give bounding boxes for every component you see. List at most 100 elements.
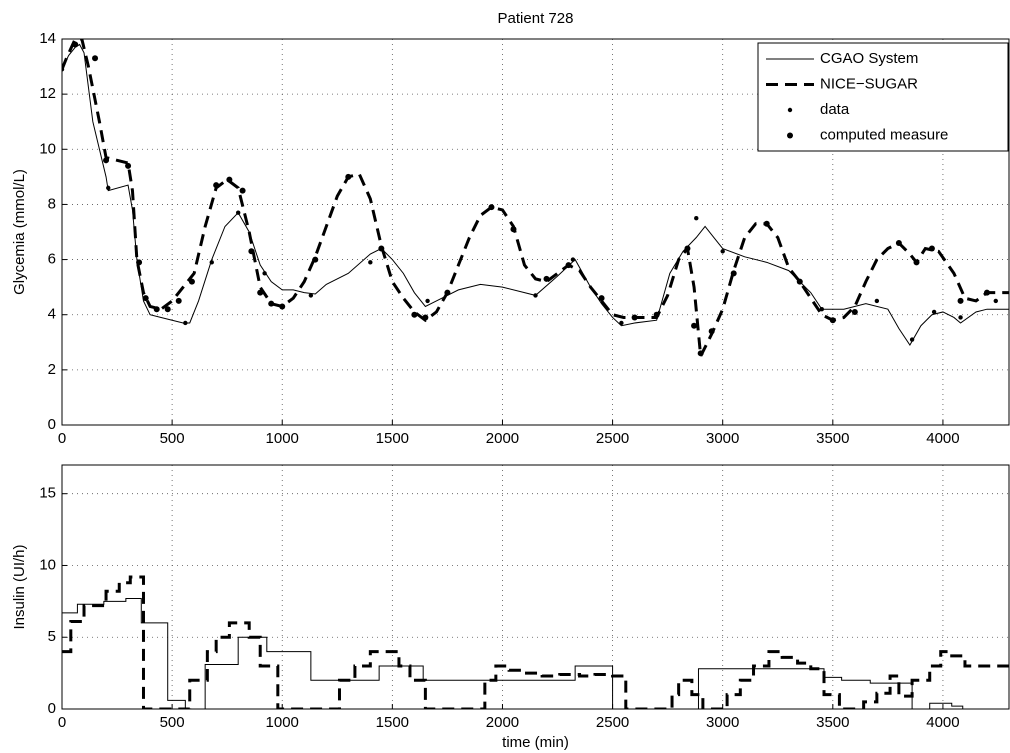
data-point <box>684 245 691 252</box>
data-point <box>909 337 915 342</box>
data-point <box>62 67 65 72</box>
y-tick-label: 0 <box>48 416 56 433</box>
x-tick-label: 500 <box>160 714 185 731</box>
data-point <box>262 271 267 276</box>
data-point <box>565 262 572 269</box>
axes-box <box>61 38 1010 426</box>
y-tick-label: 10 <box>39 556 56 573</box>
data-point <box>829 317 836 324</box>
data-point <box>708 328 715 335</box>
data-point <box>931 309 937 315</box>
data-point <box>235 210 241 215</box>
data-point <box>631 314 638 321</box>
y-tick-label: 14 <box>39 30 56 47</box>
y-axis-label: Insulin (UI/h) <box>11 544 28 629</box>
legend-box <box>757 42 1009 152</box>
data-point <box>209 260 214 265</box>
data-point <box>268 300 275 307</box>
data-point <box>345 173 352 180</box>
x-tick-label: 1500 <box>376 430 409 447</box>
data-point <box>226 176 233 183</box>
x-tick-label: 2500 <box>596 430 629 447</box>
x-tick-label: 4000 <box>926 714 959 731</box>
data-point <box>730 270 737 277</box>
data-point <box>763 220 770 227</box>
data-point <box>653 311 660 318</box>
data-point <box>257 289 264 296</box>
series-line <box>62 575 1009 709</box>
data-point <box>142 295 149 302</box>
data-point <box>425 298 430 304</box>
data-point <box>543 275 550 282</box>
x-tick-label: 0 <box>58 714 66 731</box>
data-point <box>570 257 576 262</box>
x-tick-label: 500 <box>160 430 185 447</box>
x-tick-label: 4000 <box>926 430 959 447</box>
data-point <box>796 278 803 285</box>
x-tick-label: 3500 <box>816 430 849 447</box>
data-point <box>378 245 385 252</box>
data-point <box>983 289 990 296</box>
y-tick-label: 12 <box>39 85 56 102</box>
legend-label: data <box>820 101 850 118</box>
data-point <box>958 315 963 320</box>
data-point <box>279 303 286 310</box>
data-point <box>913 259 920 266</box>
data-point <box>957 297 964 304</box>
data-point <box>598 295 605 302</box>
data-point <box>411 311 418 318</box>
legend-label: computed measure <box>820 126 948 143</box>
data-point <box>106 185 111 191</box>
data-point <box>510 226 517 233</box>
x-axis-label: time (min) <box>502 734 569 751</box>
data-point <box>694 216 699 221</box>
data-point <box>248 248 255 255</box>
legend-label: NICE−SUGAR <box>820 75 918 92</box>
x-tick-label: 2000 <box>486 714 519 731</box>
data-point <box>368 260 373 265</box>
legend-label: CGAO System <box>820 50 918 67</box>
plot-area <box>62 465 1009 709</box>
data-point <box>312 256 319 263</box>
data-point <box>874 298 880 304</box>
y-tick-label: 4 <box>48 306 56 323</box>
y-tick-label: 15 <box>39 485 56 502</box>
y-axis-label: Glycemia (mmol/L) <box>11 169 28 295</box>
x-tick-label: 3500 <box>816 714 849 731</box>
plot-layer <box>62 575 1009 709</box>
y-tick-label: 8 <box>48 195 56 212</box>
x-tick-label: 1500 <box>376 714 409 731</box>
data-point <box>103 157 110 164</box>
data-point <box>125 162 132 169</box>
data-point <box>697 350 704 357</box>
legend-marker <box>787 132 793 139</box>
y-tick-label: 5 <box>48 628 56 645</box>
data-point <box>188 278 195 285</box>
data-point <box>72 41 79 48</box>
x-tick-label: 2000 <box>486 430 519 447</box>
y-tick-label: 6 <box>48 251 56 268</box>
y-tick-label: 0 <box>48 700 56 717</box>
data-point <box>136 259 143 266</box>
data-point <box>308 293 314 298</box>
data-point <box>928 245 935 252</box>
data-point <box>895 240 902 247</box>
data-point <box>92 55 99 62</box>
data-point <box>444 289 451 296</box>
data-point <box>175 297 182 304</box>
x-tick-label: 3000 <box>706 430 739 447</box>
y-tick-label: 2 <box>48 361 56 378</box>
x-tick-label: 3000 <box>706 714 739 731</box>
axes-box <box>61 464 1010 710</box>
data-point <box>533 293 538 298</box>
chart-title: Patient 728 <box>498 10 574 27</box>
plot-layer <box>62 39 1009 362</box>
data-point <box>993 298 998 304</box>
y-tick-label: 10 <box>39 140 56 157</box>
data-point <box>619 320 624 326</box>
data-point <box>819 307 825 312</box>
data-point <box>422 314 429 321</box>
legend-marker <box>787 107 793 113</box>
x-tick-label: 0 <box>58 430 66 447</box>
